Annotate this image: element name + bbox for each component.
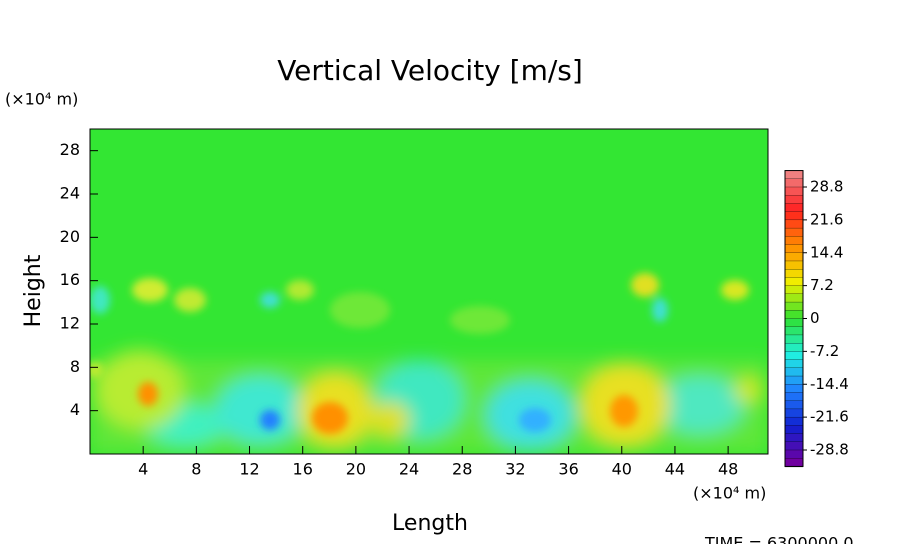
- colorbar-band: [784, 351, 804, 361]
- x-tick-label: 40: [612, 460, 632, 479]
- colorbar-band: [784, 326, 804, 336]
- y-axis-label: Height: [21, 254, 46, 327]
- y-tick-label: 4: [70, 400, 80, 419]
- colorbar-band: [784, 285, 804, 295]
- colorbar-band: [784, 203, 804, 213]
- colorbar-band: [784, 244, 804, 254]
- colorbar-band: [784, 269, 804, 279]
- x-unit: (×10⁴ m): [693, 484, 766, 503]
- x-tick-label: 24: [399, 460, 419, 479]
- colorbar-label: 28.8: [810, 178, 843, 196]
- x-tick-label: 8: [191, 460, 201, 479]
- colorbar-band: [784, 441, 804, 451]
- colorbar-band: [784, 301, 804, 311]
- colorbar-band: [784, 400, 804, 410]
- colorbar-label: 14.4: [810, 243, 843, 261]
- colorbar-band: [784, 310, 804, 320]
- colorbar-band: [784, 170, 804, 180]
- colorbar-band: [784, 433, 804, 443]
- colorbar-band: [784, 334, 804, 344]
- field: [90, 129, 768, 454]
- x-tick-label: 20: [346, 460, 366, 479]
- colorbar-band: [784, 343, 804, 353]
- x-tick-label: 28: [452, 460, 472, 479]
- colorbar-band: [784, 219, 804, 229]
- colorbar-band: [784, 416, 804, 426]
- colorbar-label: -28.8: [810, 441, 849, 459]
- colorbar-label: 21.6: [810, 210, 843, 228]
- colorbar-band: [784, 375, 804, 385]
- y-tick-label: 8: [70, 357, 80, 376]
- colorbar-band: [784, 449, 804, 459]
- colorbar-label: 0: [810, 309, 820, 327]
- y-tick-label: 28: [60, 140, 80, 159]
- colorbar-band: [784, 277, 804, 287]
- colorbar-band: [784, 252, 804, 262]
- colorbar-band: [784, 384, 804, 394]
- colorbar-band: [784, 195, 804, 205]
- colorbar-band: [784, 359, 804, 369]
- plot-frame: [89, 128, 769, 455]
- colorbar-band: [784, 236, 804, 246]
- x-tick-label: 12: [239, 460, 259, 479]
- y-tick-label: 24: [60, 184, 80, 203]
- colorbar-label: -14.4: [810, 375, 849, 393]
- footer: TIME = 6300000.0: [704, 534, 854, 544]
- colorbar-band: [784, 408, 804, 418]
- colorbar-band: [784, 367, 804, 377]
- y-unit: (×10⁴ m): [5, 90, 78, 109]
- x-tick-label: 48: [718, 460, 738, 479]
- colorbar-label: 7.2: [810, 276, 834, 294]
- colorbar-band: [784, 178, 804, 188]
- colorbar-label: -7.2: [810, 342, 839, 360]
- y-tick-label: 16: [60, 270, 80, 289]
- x-tick-label: 32: [505, 460, 525, 479]
- colorbar-band: [784, 392, 804, 402]
- chart-title: Vertical Velocity [m/s]: [277, 54, 583, 87]
- y-tick-label: 12: [60, 314, 80, 333]
- colorbar-band: [784, 458, 804, 468]
- x-tick-label: 4: [138, 460, 148, 479]
- colorbar-band: [784, 318, 804, 328]
- colorbar-label: -21.6: [810, 408, 849, 426]
- colorbar-band: [784, 293, 804, 303]
- colorbar-band: [784, 211, 804, 221]
- colorbar-band: [784, 260, 804, 270]
- x-axis-label: Length: [392, 511, 468, 536]
- x-tick-label: 16: [293, 460, 313, 479]
- colorbar-band: [784, 227, 804, 237]
- x-tick-label: 36: [558, 460, 578, 479]
- colorbar-band: [784, 425, 804, 435]
- x-tick-label: 44: [665, 460, 685, 479]
- colorbar-band: [784, 186, 804, 196]
- y-tick-label: 20: [60, 227, 80, 246]
